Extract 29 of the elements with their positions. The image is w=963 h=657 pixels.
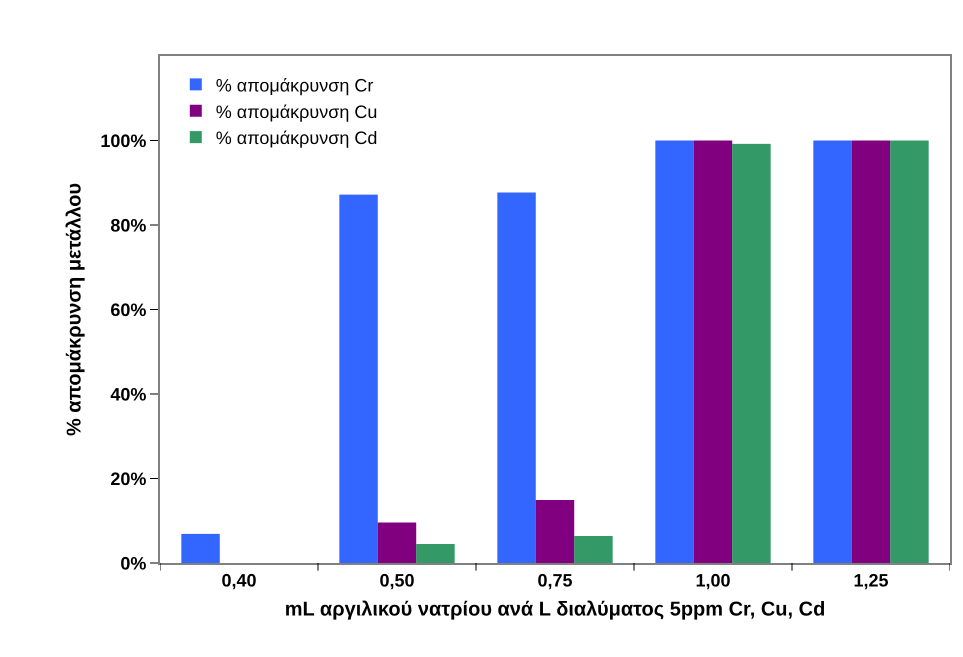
x-tick-label: 0,50 [379,570,415,591]
bar [497,192,536,563]
x-tick-label: 0,75 [537,570,573,591]
bar [890,140,929,563]
legend-label: % απομάκρυνση Cu [216,102,378,122]
bar [813,140,852,563]
x-tick-label: 0,40 [221,570,257,591]
legend-label: % απομάκρυνση Cr [216,75,374,96]
bar [416,544,455,563]
x-tick-label: 1,25 [853,570,889,591]
bar [852,140,890,563]
legend-label: % απομάκρυνση Cd [216,128,378,148]
bar [732,144,771,563]
y-tick-label: 20% [110,468,146,489]
bar [378,522,416,563]
y-tick-label: 0% [120,553,146,574]
x-tick-label: 1,00 [695,570,731,591]
y-tick-label: 40% [110,384,146,404]
bar [536,500,574,563]
bar [574,536,613,563]
y-tick-label: 60% [110,300,146,320]
x-axis-title: mL αργιλικού νατρίου ανά L διαλύματος 5ppm Cr, Cu, Cd [284,598,826,621]
bar [339,194,378,563]
bar [694,140,732,563]
bar [655,140,694,563]
y-tick-label: 80% [110,215,146,236]
y-axis-title: % απομάκρυνση μετάλλου [63,182,86,436]
bar [181,534,220,563]
y-tick-label: 100% [100,130,146,151]
